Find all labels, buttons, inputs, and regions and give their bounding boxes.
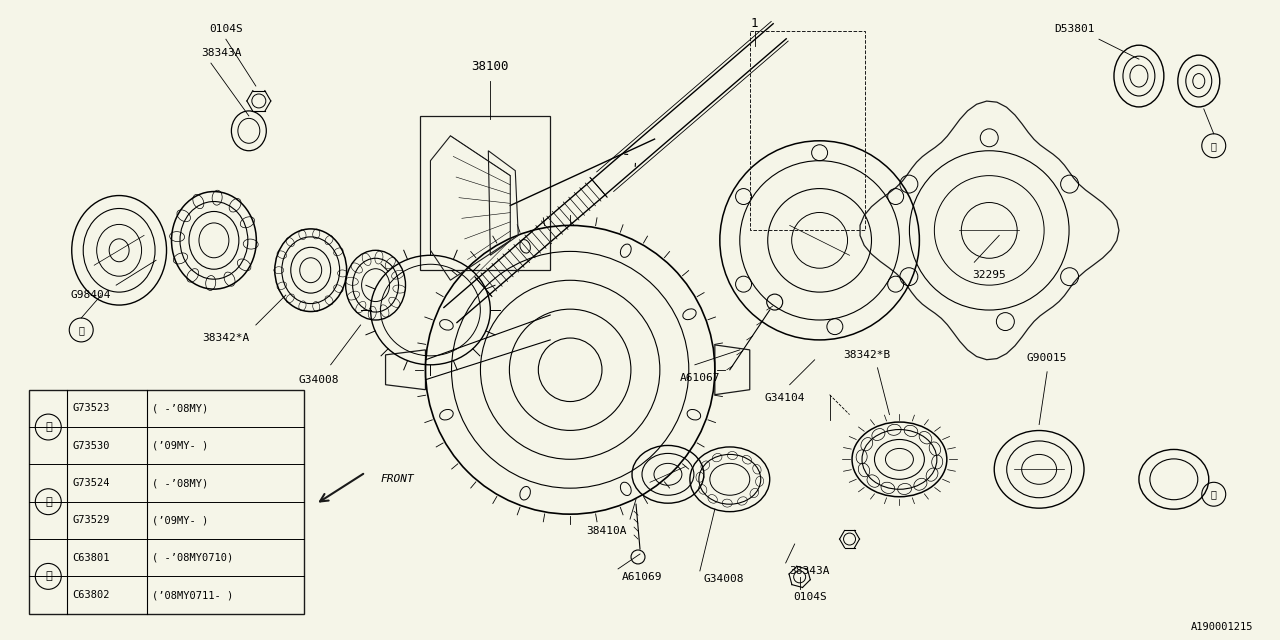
Text: ①: ① [78,325,84,335]
Text: G73530: G73530 [72,441,110,451]
Text: G34104: G34104 [764,393,805,403]
Text: D53801: D53801 [1053,24,1094,35]
Text: ②: ② [45,497,51,507]
Text: 38342*A: 38342*A [202,333,250,343]
Text: 0104S: 0104S [209,24,243,35]
Bar [420,116,550,270]
Text: ( -’08MY): ( -’08MY) [152,478,209,488]
Text: ( -’08MY): ( -’08MY) [152,403,209,413]
Text: ①: ① [45,422,51,432]
Text: ②: ② [1211,489,1217,499]
Text: FRONT: FRONT [380,474,415,484]
Text: 0104S: 0104S [792,592,827,602]
Text: (’09MY- ): (’09MY- ) [152,441,209,451]
Text: G73523: G73523 [72,403,110,413]
Text: 38100: 38100 [471,60,509,72]
Text: A61067: A61067 [680,372,721,383]
Text: G90015: G90015 [1027,353,1068,363]
Text: 38343A: 38343A [201,48,242,58]
Bar [29,390,303,614]
Bar [750,31,864,230]
Text: ③: ③ [1211,141,1217,151]
Text: 38410A: 38410A [586,526,626,536]
Text: 38343A: 38343A [790,566,831,576]
Text: G73524: G73524 [72,478,110,488]
Text: G73529: G73529 [72,515,110,525]
Text: G34008: G34008 [704,574,745,584]
Text: 32295: 32295 [973,270,1006,280]
Text: ③: ③ [45,572,51,581]
Text: (’08MY0711- ): (’08MY0711- ) [152,590,233,600]
Text: C63801: C63801 [72,553,110,563]
Text: A61069: A61069 [622,572,663,582]
Text: ( -’08MY0710): ( -’08MY0710) [152,553,233,563]
Text: (’09MY- ): (’09MY- ) [152,515,209,525]
Text: 38342*B: 38342*B [844,350,890,360]
Text: G98404: G98404 [70,290,111,300]
Text: G34008: G34008 [298,375,339,385]
Text: A190001215: A190001215 [1192,621,1253,632]
Text: C63802: C63802 [72,590,110,600]
Text: 1: 1 [751,17,759,30]
